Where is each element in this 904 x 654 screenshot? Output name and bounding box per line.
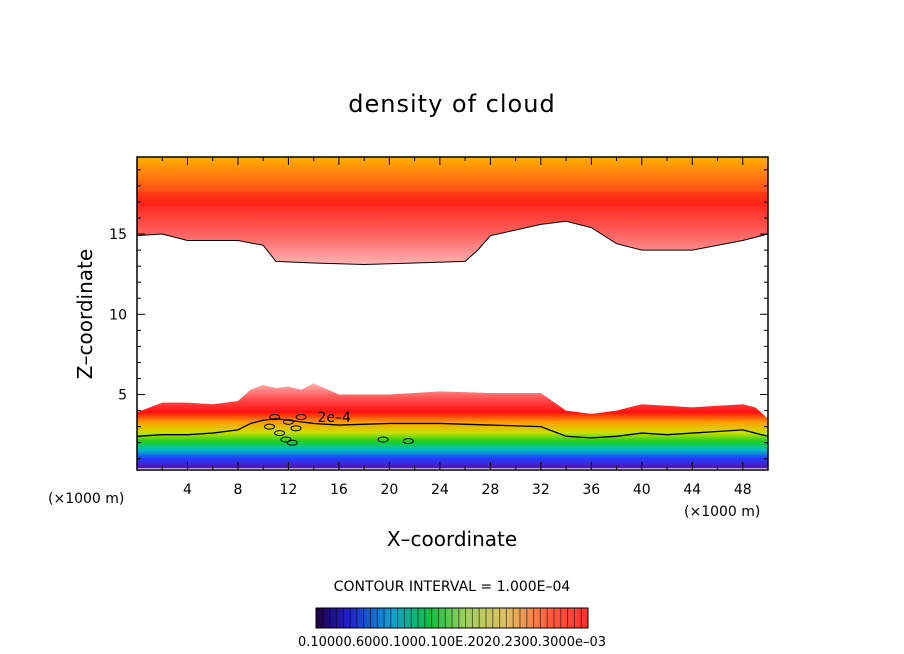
contour-blob bbox=[295, 414, 307, 421]
x-tick-label: 36 bbox=[582, 482, 600, 498]
contour-interval-note: CONTOUR INTERVAL = 1.000E–04 bbox=[334, 579, 571, 595]
contour-blob bbox=[264, 423, 276, 430]
y-axis-label: Z–coordinate bbox=[73, 249, 97, 379]
contour-label: 2e–4 bbox=[317, 410, 351, 426]
colorbar-ticks bbox=[322, 608, 582, 628]
lower-cloud-layer bbox=[137, 383, 768, 469]
chart-title: density of cloud bbox=[348, 90, 555, 118]
upper-cloud-layer bbox=[137, 157, 768, 265]
contour-blob bbox=[269, 414, 281, 421]
contour-blob bbox=[290, 425, 302, 432]
upper-layer-base-contour bbox=[137, 220, 768, 266]
contour-blob bbox=[280, 436, 292, 443]
y-axis-ticks: 5 10 15 bbox=[109, 169, 768, 460]
x-tick-label: 16 bbox=[330, 482, 348, 498]
y-tick-label: 10 bbox=[109, 307, 127, 323]
x-tick-label: 28 bbox=[481, 482, 499, 498]
contour-blob bbox=[274, 430, 286, 437]
contour-blob bbox=[282, 418, 294, 425]
x-tick-label: 48 bbox=[734, 482, 752, 498]
x-tick-label: 24 bbox=[431, 482, 449, 498]
x-tick-label: 4 bbox=[183, 482, 192, 498]
x-tick-label: 32 bbox=[532, 482, 550, 498]
x-unit-left: (×1000 m) bbox=[48, 491, 124, 507]
x-tick-label: 12 bbox=[280, 482, 298, 498]
contour-blob bbox=[286, 439, 298, 446]
x-tick-label: 40 bbox=[633, 482, 651, 498]
x-tick-label: 20 bbox=[380, 482, 398, 498]
x-axis-label: X–coordinate bbox=[387, 527, 517, 551]
plot-frame bbox=[136, 156, 769, 471]
contour-line-2e-4 bbox=[137, 417, 768, 439]
x-unit-right: (×1000 m) bbox=[684, 504, 760, 520]
x-tick-label: 44 bbox=[683, 482, 701, 498]
x-axis-ticks: 4 8 12 16 20 24 28 32 36 40 44 48 bbox=[161, 157, 752, 498]
plot-area bbox=[137, 157, 768, 469]
contour-blob bbox=[377, 436, 389, 443]
contour-blob bbox=[402, 438, 414, 445]
y-tick-label: 5 bbox=[118, 388, 127, 404]
y-tick-label: 15 bbox=[109, 227, 127, 243]
colorbar-labels: 0.10000.6000.1000.100E.2020.2300.3000e–0… bbox=[298, 635, 606, 650]
x-tick-label: 8 bbox=[233, 482, 242, 498]
